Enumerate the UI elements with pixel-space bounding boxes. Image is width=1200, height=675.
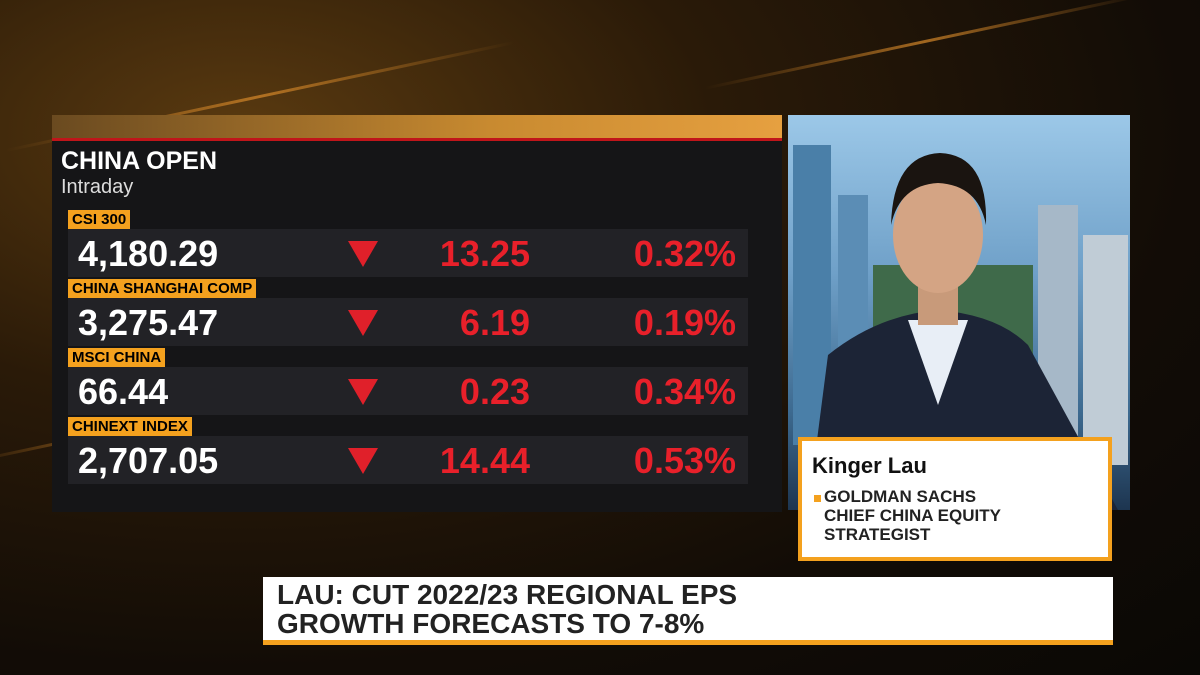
guest-name-box: Kinger Lau GOLDMAN SACHS CHIEF CHINA EQU… [798, 437, 1112, 561]
market-panel: CHINA OPEN Intraday CSI 300 4,180.29 13.25… [52, 115, 782, 512]
down-arrow [348, 241, 378, 267]
index-name: CHINEXT INDEX [68, 417, 192, 436]
person-hair [891, 153, 987, 225]
index-percent: 0.19% [633, 302, 736, 343]
index-percent: 0.32% [633, 233, 736, 274]
index-change: 6.19 [459, 302, 530, 343]
index-name: MSCI CHINA [68, 348, 166, 367]
person-shirt [908, 320, 968, 405]
index-row: 4,180.29 13.25 0.32% [68, 229, 748, 277]
index-name: CHINA SHANGHAI COMP [68, 279, 257, 298]
down-arrow [348, 448, 378, 474]
guest-title-line: GOLDMAN SACHS [824, 487, 977, 506]
panel-title: CHINA OPEN [61, 147, 218, 175]
guest-title-line: CHIEF CHINA EQUITY [824, 506, 1001, 525]
guest-name: Kinger Lau [812, 453, 927, 478]
index-row: 66.44 0.23 0.34% [68, 367, 748, 415]
index-percent: 0.53% [633, 440, 736, 481]
index-row: 3,275.47 6.19 0.19% [68, 298, 748, 346]
headline-line: LAU: CUT 2022/23 REGIONAL EPS [277, 579, 738, 610]
index-change: 0.23 [459, 371, 530, 412]
index-value: 2,707.05 [78, 440, 219, 481]
building [1083, 235, 1128, 465]
headline-box: LAU: CUT 2022/23 REGIONAL EPS GROWTH FOR… [263, 577, 1113, 645]
index-row: 2,707.05 14.44 0.53% [68, 436, 748, 484]
panel-top-bar [52, 115, 782, 141]
video-scene [793, 145, 1128, 510]
index-value: 3,275.47 [78, 302, 219, 343]
guest-video [788, 115, 1130, 510]
person-face [893, 177, 983, 293]
index-change: 14.44 [439, 440, 530, 481]
bullet [814, 495, 821, 502]
guest-title-line: STRATEGIST [824, 525, 931, 544]
background-streak [704, 0, 1146, 90]
headline-line: GROWTH FORECASTS TO 7-8% [277, 608, 705, 639]
index-percent: 0.34% [633, 371, 736, 412]
index-value: 4,180.29 [78, 233, 219, 274]
index-change: 13.25 [439, 233, 530, 274]
down-arrow [348, 310, 378, 336]
index-value: 66.44 [78, 371, 169, 412]
panel-subtitle: Intraday [61, 176, 134, 198]
index-name: CSI 300 [68, 210, 131, 229]
down-arrow [348, 379, 378, 405]
